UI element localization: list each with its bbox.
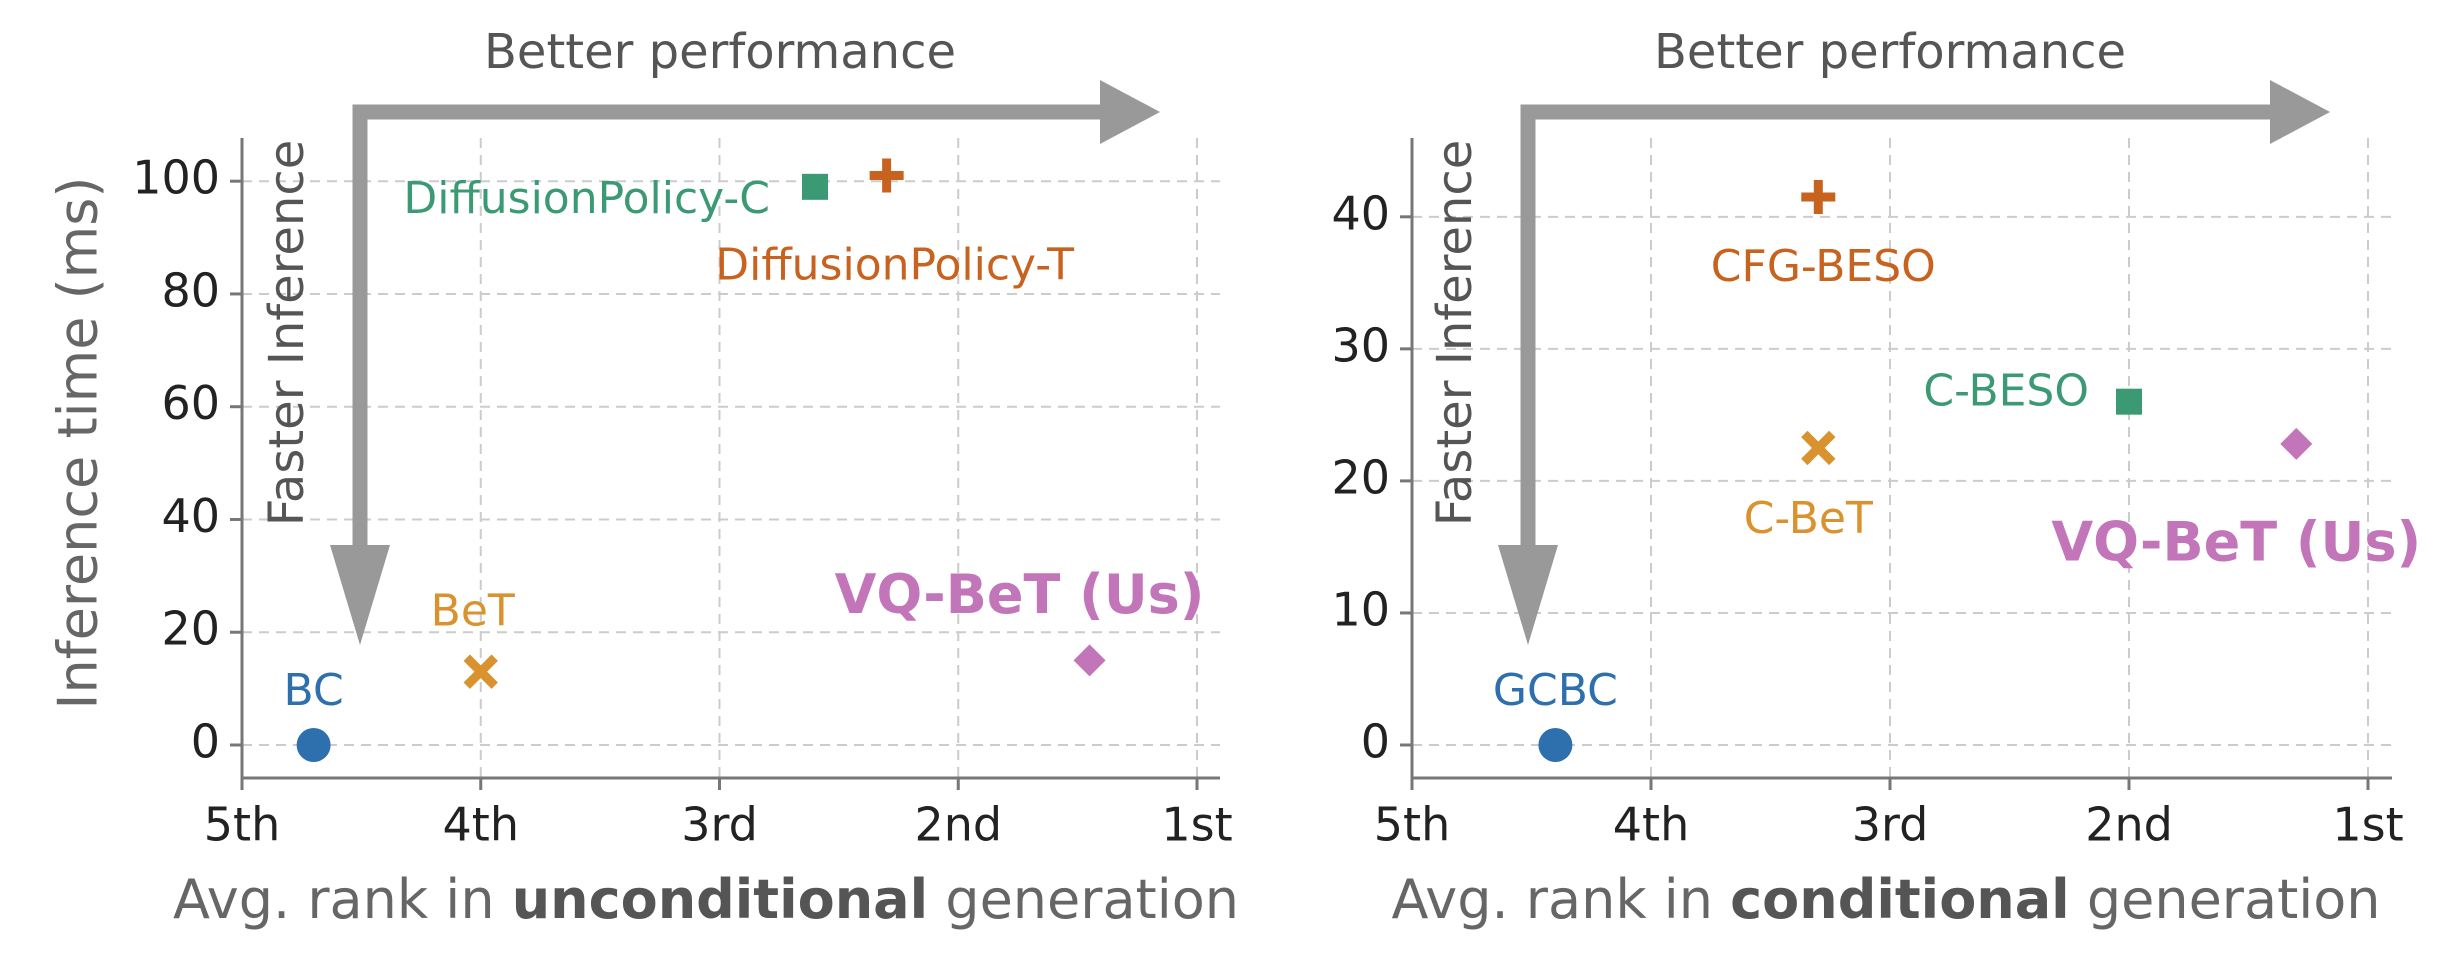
direction-arrowhead-down (330, 545, 390, 645)
x-axis-label: Avg. rank in unconditional generation (173, 868, 1239, 931)
x-axis-label-prefix: Avg. rank in (173, 868, 512, 931)
data-point-label: GCBC (1493, 665, 1618, 716)
y-tick-label: 60 (161, 376, 220, 430)
data-point-marker (296, 728, 331, 762)
x-axis-label-emphasis: conditional (1730, 868, 2070, 931)
direction-arrow-shaft (352, 104, 1105, 605)
data-point-label: CFG-BESO (1711, 241, 1936, 292)
x-tick-label: 4th (443, 798, 519, 852)
x-axis-label-emphasis: unconditional (512, 868, 928, 931)
data-point-label: VQ-BeT (Us) (835, 563, 1205, 626)
x-tick-label: 5th (1374, 798, 1450, 852)
x-axis-label-prefix: Avg. rank in (1391, 868, 1730, 931)
chart-panel-unconditional: 0 20 40 60 80 100 5th 4th 3rd 2nd 1st Avg. rank in … (132, 24, 1239, 931)
direction-label-horizontal: Better performance (1654, 24, 2126, 80)
y-tick-label: 40 (161, 489, 220, 543)
data-point-marker (802, 173, 828, 200)
data-point-label: VQ-BeT (Us) (2051, 511, 2421, 574)
x-tick-label: 4th (1613, 798, 1689, 852)
y-tick-label: 10 (1331, 582, 1390, 636)
y-tick-label: 20 (161, 602, 220, 656)
x-axis-label-suffix: generation (2070, 868, 2381, 931)
x-axis-label: Avg. rank in conditional generation (1391, 868, 2380, 931)
data-point-marker (1538, 728, 1573, 762)
x-tick-label: 5th (204, 798, 280, 852)
data-point-label: DiffusionPolicy-C (403, 173, 770, 224)
x-tick-label: 2nd (914, 798, 1002, 852)
data-point-marker (1801, 180, 1836, 215)
direction-arrow-shaft (1520, 104, 2275, 605)
y-tick-label: 100 (132, 151, 220, 205)
y-tick-label: 40 (1331, 186, 1390, 240)
y-tick-label: 0 (191, 715, 220, 769)
data-point-marker (1801, 430, 1836, 466)
chart-panel-conditional: 0 10 20 30 40 5th 4th 3rd 2nd 1st Avg. rank in con… (1331, 24, 2421, 931)
direction-arrowhead-right (1100, 80, 1160, 144)
data-point-label: BeT (431, 586, 515, 637)
y-axis-label: Inference time (ms) (47, 177, 110, 710)
x-tick-label: 2nd (2085, 798, 2173, 852)
x-tick-label: 3rd (1852, 798, 1929, 852)
x-tick-label: 1st (2332, 798, 2403, 852)
data-point-label: C-BESO (1923, 366, 2089, 417)
data-point-label: BC (284, 665, 344, 716)
data-point-marker (463, 654, 498, 689)
x-axis-label-suffix: generation (928, 868, 1239, 931)
y-tick-label: 30 (1331, 318, 1390, 372)
direction-label-vertical: Faster Inference (1427, 140, 1483, 527)
direction-label-vertical: Faster Inference (259, 140, 315, 527)
data-point-marker (1073, 644, 1106, 677)
data-point-label: DiffusionPolicy-T (715, 240, 1074, 291)
data-point-marker (869, 158, 904, 193)
data-point-label: C-BeT (1744, 493, 1873, 544)
y-tick-label: 20 (1331, 450, 1390, 504)
y-tick-label: 80 (161, 263, 220, 317)
direction-label-horizontal: Better performance (484, 24, 956, 80)
direction-arrowhead-down (1498, 545, 1558, 645)
x-tick-label: 1st (1161, 798, 1232, 852)
data-point-marker (2280, 427, 2313, 460)
direction-arrowhead-right (2270, 80, 2330, 144)
x-tick-label: 3rd (681, 798, 758, 852)
data-point-marker (2116, 388, 2142, 415)
y-tick-label: 0 (1361, 715, 1390, 769)
